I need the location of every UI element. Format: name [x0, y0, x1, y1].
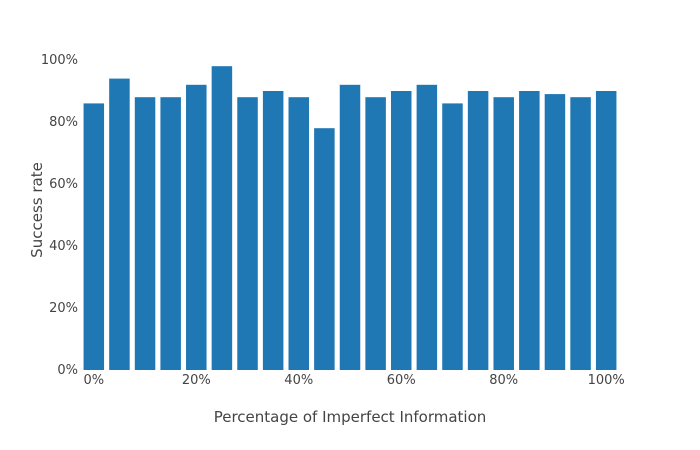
bar-20: [186, 84, 207, 371]
bar-85: [519, 91, 540, 370]
y-tick-label: 60%: [49, 177, 78, 192]
x-axis-title: Percentage of Imperfect Information: [214, 408, 487, 426]
x-tick-label: 80%: [489, 373, 518, 388]
bar-60: [390, 91, 412, 370]
bar-50: [339, 84, 361, 371]
bar-40: [288, 97, 310, 370]
y-tick-label: 100%: [41, 53, 78, 68]
bar-95: [570, 97, 591, 370]
x-tick-label: 20%: [182, 373, 211, 388]
bar-90: [544, 94, 566, 370]
y-tick-label: 0%: [57, 363, 78, 378]
bar-75: [467, 91, 489, 370]
y-tick-label: 40%: [49, 239, 78, 254]
bar-30: [237, 97, 258, 370]
bar-100: [595, 91, 617, 370]
x-tick-label: 100%: [588, 373, 625, 388]
x-tick-label: 60%: [387, 373, 416, 388]
x-tick-label: 40%: [284, 373, 313, 388]
bar-0: [83, 103, 105, 371]
y-axis-title: Success rate: [28, 162, 46, 258]
bar-15: [160, 97, 181, 370]
bar-65: [416, 84, 438, 371]
bar-5: [109, 78, 130, 370]
x-tick-labels: 0% 20% 40% 60% 80% 100%: [83, 373, 624, 388]
bar-70: [442, 103, 463, 371]
y-tick-labels: 0% 20% 40% 60% 80% 100%: [41, 53, 78, 378]
bar-80: [493, 97, 514, 370]
x-tick-label: 0%: [83, 373, 104, 388]
bar-25: [211, 66, 233, 370]
y-tick-label: 80%: [49, 115, 78, 130]
y-tick-label: 20%: [49, 301, 78, 316]
bars-layer: [83, 66, 617, 371]
bar-55: [365, 97, 386, 370]
bar-45: [314, 128, 335, 370]
bar-35: [262, 91, 284, 370]
bar-10: [134, 97, 156, 370]
